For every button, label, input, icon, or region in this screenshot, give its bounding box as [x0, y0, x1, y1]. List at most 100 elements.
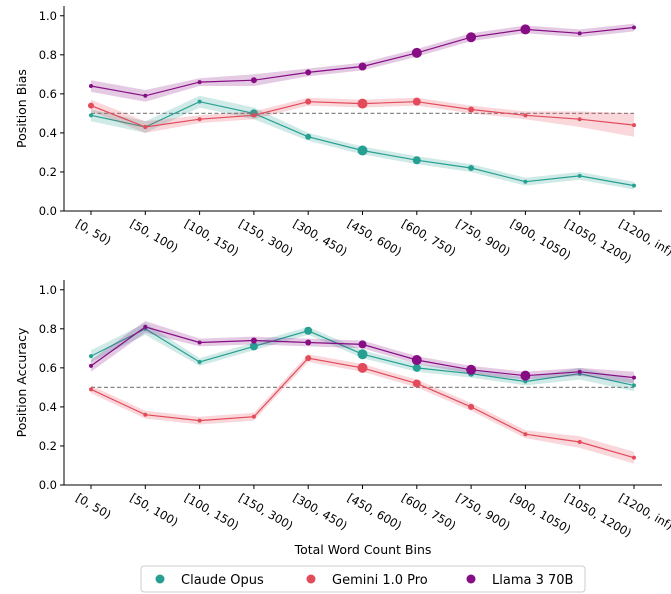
data-point-llama-70b [577, 369, 582, 374]
x-tick-label: [300, 450) [291, 490, 350, 532]
legend-marker-llama-70b [466, 574, 476, 584]
data-point-claude-opus [632, 383, 636, 388]
data-point-gemini-pro [468, 403, 475, 410]
y-tick-label: 0.4 [39, 400, 57, 414]
data-point-llama-70b [250, 337, 257, 344]
x-tick-label: [50, 100) [128, 216, 181, 255]
data-point-claude-opus [412, 363, 421, 372]
data-point-gemini-pro [577, 117, 582, 122]
data-point-llama-70b [411, 47, 422, 58]
y-tick-label: 0.8 [39, 322, 57, 336]
confidence-band-claude-opus [91, 95, 634, 190]
x-tick-label: [450, 600) [345, 216, 404, 258]
data-point-claude-opus [89, 354, 93, 359]
data-point-llama-70b [632, 25, 636, 30]
data-point-llama-70b [358, 62, 367, 71]
data-point-claude-opus [305, 133, 312, 140]
data-point-claude-opus [197, 99, 202, 104]
data-point-claude-opus [523, 179, 528, 184]
data-point-llama-70b [577, 31, 582, 36]
data-point-gemini-pro [468, 106, 475, 113]
x-axis-label: Total Word Count Bins [294, 542, 432, 557]
y-tick-label: 1.0 [39, 283, 57, 297]
data-point-llama-70b [466, 32, 477, 43]
legend: Claude Opus Gemini 1.0 Pro Llama 3 70B [140, 565, 586, 593]
data-point-llama-70b [466, 364, 477, 375]
data-point-gemini-pro [357, 98, 368, 109]
data-point-llama-70b [305, 69, 312, 76]
x-tick-label: [0, 50) [74, 490, 114, 521]
x-tick-label: [50, 100) [128, 490, 181, 529]
data-point-gemini-pro [251, 414, 256, 419]
legend-label-claude-opus: Claude Opus [181, 573, 264, 588]
y-tick-label: 0.8 [39, 48, 57, 62]
x-tick-label: [900, 1050) [508, 216, 573, 262]
data-point-gemini-pro [632, 123, 636, 128]
data-point-claude-opus [577, 173, 582, 178]
y-tick-label: 0.2 [39, 439, 57, 453]
y-axis-label: Position Bias [14, 69, 29, 148]
data-point-gemini-pro [88, 102, 94, 109]
data-point-gemini-pro [251, 113, 256, 118]
data-point-claude-opus [249, 342, 258, 351]
y-tick-label: 1.0 [39, 9, 57, 23]
x-tick-label: [100, 150) [182, 490, 241, 532]
data-point-llama-70b [89, 363, 93, 368]
y-tick-label: 0.0 [39, 478, 57, 492]
data-point-claude-opus [412, 156, 421, 165]
data-point-llama-70b [520, 24, 531, 35]
legend-marker-gemini-pro [306, 574, 316, 584]
chart-panel-2: 0.0 0.2 0.4 0.6 0.8 1.0 Position Accuracy [0, 5… [14, 280, 671, 540]
data-point-llama-70b [520, 370, 531, 381]
legend-marker-claude-opus [155, 574, 165, 584]
y-axis-label: Position Accuracy [14, 327, 29, 437]
data-point-llama-70b [197, 340, 202, 345]
data-point-llama-70b [197, 80, 202, 85]
data-point-claude-opus [357, 349, 368, 360]
data-point-claude-opus [89, 113, 93, 118]
data-point-claude-opus [304, 326, 313, 335]
x-tick-label: [750, 900) [454, 490, 513, 532]
legend-box [140, 565, 586, 593]
data-point-claude-opus [197, 360, 202, 364]
data-point-gemini-pro [197, 117, 202, 122]
data-point-gemini-pro [412, 97, 421, 106]
data-point-llama-70b [143, 324, 148, 329]
data-point-gemini-pro [143, 125, 148, 130]
chart-panel-1: 0.0 0.2 0.4 0.6 0.8 1.0 Position Bias [0, 50) [5… [14, 6, 671, 266]
x-tick-label: [0, 50) [74, 216, 114, 247]
y-tick-label: 0.6 [39, 361, 57, 375]
x-tick-label: [100, 150) [182, 216, 241, 258]
x-tick-label: [750, 900) [454, 216, 513, 258]
data-point-gemini-pro [523, 432, 528, 437]
legend-label-llama-70b: Llama 3 70B [492, 573, 573, 588]
x-tick-label: [600, 750) [399, 216, 458, 258]
data-point-gemini-pro [143, 412, 148, 417]
data-point-gemini-pro [305, 98, 312, 105]
data-point-llama-70b [411, 355, 422, 366]
data-point-llama-70b [250, 77, 257, 84]
x-tick-label: [450, 600) [345, 490, 404, 532]
data-point-llama-70b [143, 93, 148, 98]
x-tick-label: [900, 1050) [508, 490, 573, 536]
data-point-llama-70b [89, 84, 93, 89]
data-point-gemini-pro [197, 418, 202, 423]
data-point-gemini-pro [577, 440, 582, 445]
x-tick-label: [150, 300) [236, 490, 295, 532]
x-tick-label: [300, 450) [291, 216, 350, 258]
data-point-claude-opus [468, 165, 475, 172]
data-point-gemini-pro [305, 355, 312, 362]
y-tick-label: 0.2 [39, 165, 57, 179]
data-point-gemini-pro [632, 455, 636, 460]
data-point-claude-opus [632, 183, 636, 188]
y-tick-label: 0.4 [39, 126, 57, 140]
data-point-gemini-pro [523, 113, 528, 118]
data-point-claude-opus [357, 145, 368, 156]
y-tick-label: 0.0 [39, 204, 57, 218]
data-point-llama-70b [632, 375, 636, 380]
data-point-llama-70b [305, 339, 312, 346]
x-tick-label: [150, 300) [236, 216, 295, 258]
data-point-gemini-pro [357, 362, 368, 373]
